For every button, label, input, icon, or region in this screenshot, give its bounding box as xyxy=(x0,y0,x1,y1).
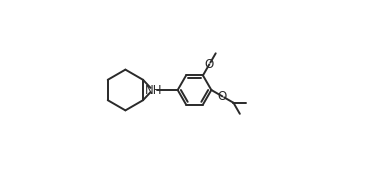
Text: O: O xyxy=(205,58,214,71)
Text: O: O xyxy=(218,90,227,103)
Text: NH: NH xyxy=(145,84,163,96)
